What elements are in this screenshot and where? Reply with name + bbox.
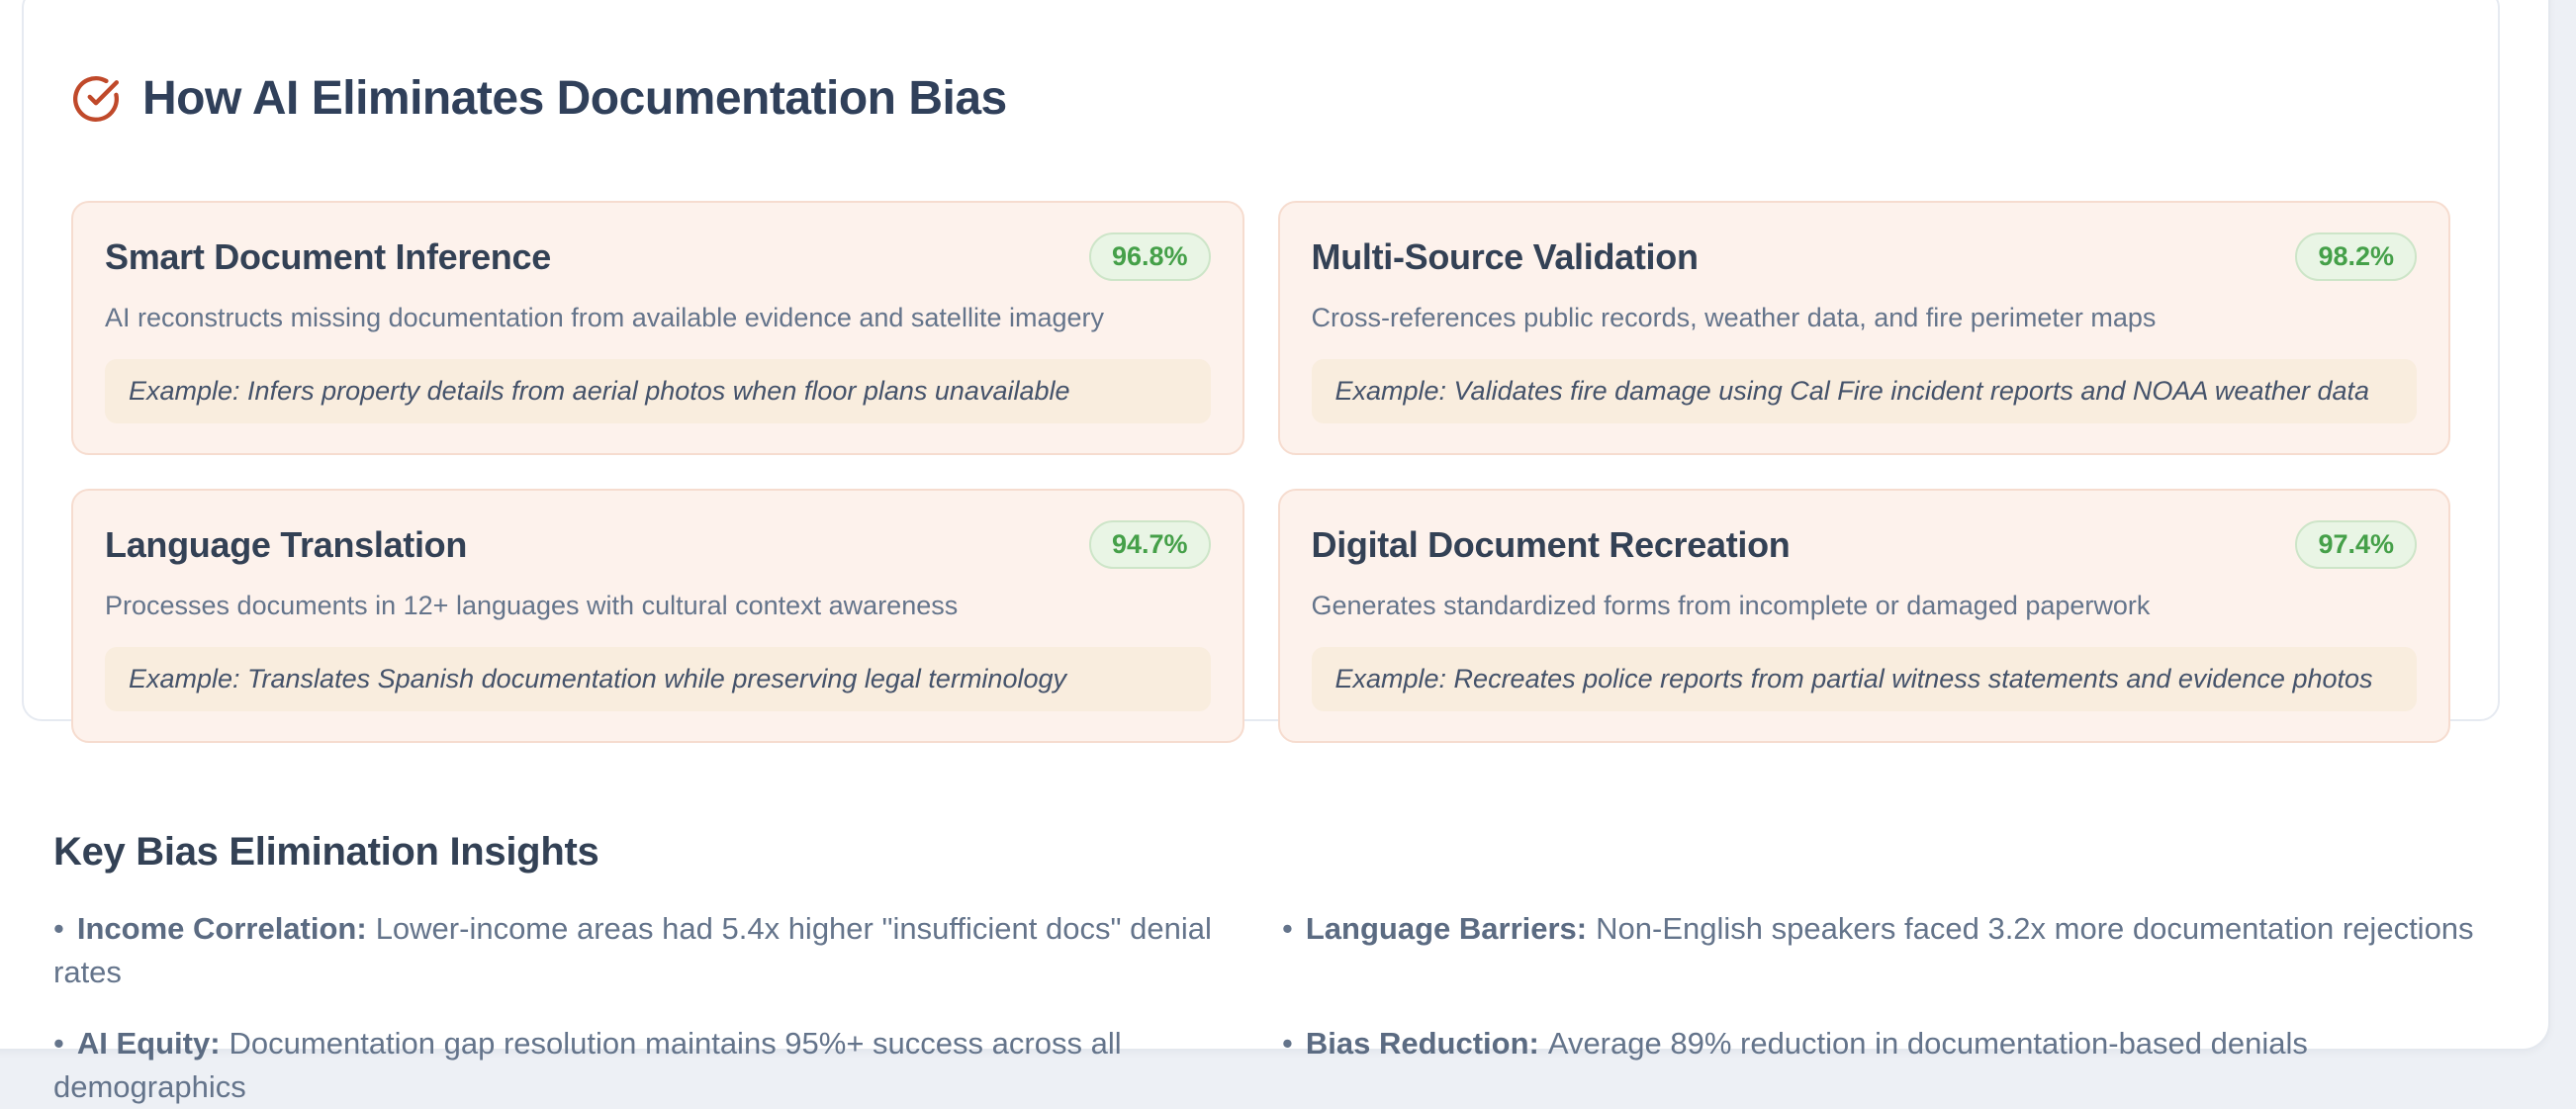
success-rate-badge: 96.8%: [1088, 232, 1211, 282]
card-header: Multi-Source Validation 98.2%: [1311, 232, 2417, 282]
card-example: Example: Translates Spanish documentatio…: [105, 647, 1211, 712]
insight-text: Non-English speakers faced 3.2x more doc…: [1596, 911, 2474, 947]
insight-text: Average 89% reduction in documentation-b…: [1547, 1026, 2308, 1062]
insight-text: Lower-income areas had 5.4x higher "insu…: [53, 911, 1212, 990]
bullet-icon: •: [1282, 911, 1293, 947]
card-example: Example: Validates fire damage using Cal…: [1311, 359, 2417, 424]
card-description: Cross-references public records, weather…: [1311, 303, 2157, 333]
card-title: Smart Document Inference: [105, 235, 551, 277]
panel-title-row: How AI Eliminates Documentation Bias: [71, 40, 2450, 157]
card-smart-document-inference: Smart Document Inference 96.8% AI recons…: [71, 201, 1244, 456]
insight-language-barriers: • Language Barriers: Non-English speakers …: [1282, 907, 2489, 994]
insight-income-correlation: • Income Correlation: Lower-income areas h…: [53, 907, 1260, 994]
bullet-icon: •: [1282, 1026, 1293, 1062]
card-header: Language Translation 94.7%: [105, 520, 1211, 570]
card-language-translation: Language Translation 94.7% Processes doc…: [71, 489, 1244, 744]
insight-label: AI Equity:: [76, 1026, 221, 1062]
card-header: Smart Document Inference 96.8%: [105, 232, 1211, 282]
card-example: Example: Recreates police reports from p…: [1311, 647, 2417, 712]
success-rate-badge: 94.7%: [1088, 520, 1211, 570]
card-description: AI reconstructs missing documentation fr…: [105, 303, 1104, 333]
bullet-icon: •: [53, 1026, 64, 1062]
card-description: Generates standardized forms from incomp…: [1311, 591, 2151, 621]
page-title: How AI Eliminates Documentation Bias: [142, 72, 1007, 126]
card-title: Language Translation: [105, 523, 468, 565]
insight-label: Language Barriers:: [1305, 911, 1588, 947]
insight-label: Income Correlation:: [76, 911, 367, 947]
bullet-icon: •: [53, 911, 64, 947]
method-cards-grid: Smart Document Inference 96.8% AI recons…: [71, 201, 2450, 744]
insight-label: Bias Reduction:: [1305, 1026, 1539, 1062]
card-description: Processes documents in 12+ languages wit…: [105, 591, 959, 621]
circle-check-icon: [71, 74, 121, 124]
success-rate-badge: 97.4%: [2295, 520, 2417, 570]
insights-grid: • Income Correlation: Lower-income areas h…: [53, 907, 2489, 1109]
card-multi-source-validation: Multi-Source Validation 98.2% Cross-refe…: [1277, 201, 2450, 456]
insight-bias-reduction: • Bias Reduction: Average 89% reduction in…: [1282, 1022, 2489, 1109]
insights-heading: Key Bias Elimination Insights: [53, 830, 599, 875]
key-insights-section: Key Bias Elimination Insights • Income Co…: [53, 797, 2489, 1109]
insight-ai-equity: • AI Equity: Documentation gap resolution …: [53, 1022, 1260, 1109]
documentation-bias-panel: How AI Eliminates Documentation Bias Sma…: [22, 0, 2500, 744]
success-rate-badge: 98.2%: [2295, 232, 2417, 282]
card-digital-document-recreation: Digital Document Recreation 97.4% Genera…: [1277, 489, 2450, 744]
card-title: Multi-Source Validation: [1311, 235, 1699, 277]
card-header: Digital Document Recreation 97.4%: [1311, 520, 2417, 570]
card-example: Example: Infers property details from ae…: [105, 359, 1211, 424]
card-title: Digital Document Recreation: [1311, 523, 1791, 565]
